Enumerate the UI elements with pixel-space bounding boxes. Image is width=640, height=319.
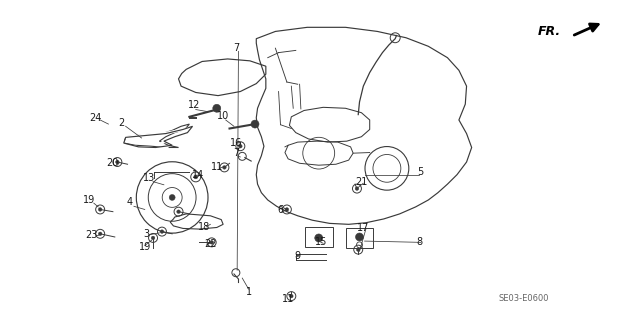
Text: 19: 19 (139, 242, 151, 252)
Bar (346, 228, 374, 248)
Text: SE03-E0600: SE03-E0600 (499, 294, 549, 303)
Text: 13: 13 (143, 173, 156, 183)
Text: 14: 14 (191, 170, 204, 180)
Text: FR.: FR. (538, 25, 561, 38)
Circle shape (210, 241, 214, 244)
Circle shape (151, 236, 155, 240)
Circle shape (194, 175, 198, 179)
Text: 7: 7 (233, 148, 239, 158)
Circle shape (315, 234, 323, 242)
Text: 16: 16 (230, 138, 242, 148)
Text: 20: 20 (107, 158, 119, 168)
Text: 9: 9 (294, 251, 301, 261)
Circle shape (212, 104, 221, 112)
Bar (305, 227, 333, 247)
Circle shape (356, 233, 364, 241)
Circle shape (251, 120, 259, 128)
Circle shape (116, 160, 119, 164)
Circle shape (355, 187, 359, 190)
Circle shape (289, 294, 293, 298)
Circle shape (99, 232, 102, 236)
Text: 4: 4 (127, 197, 133, 207)
Text: 2: 2 (118, 118, 124, 128)
Text: 10: 10 (217, 111, 229, 121)
Circle shape (99, 208, 102, 211)
Text: 21: 21 (355, 177, 367, 187)
Circle shape (169, 195, 175, 200)
Text: 22: 22 (204, 239, 217, 249)
Circle shape (356, 248, 360, 251)
Circle shape (285, 208, 289, 211)
Text: 11: 11 (211, 162, 223, 172)
Text: 7: 7 (233, 43, 239, 53)
Text: 11: 11 (282, 293, 294, 304)
Text: 15: 15 (315, 237, 328, 247)
Circle shape (223, 166, 226, 169)
Text: 5: 5 (417, 167, 424, 177)
Circle shape (160, 230, 164, 234)
Text: 23: 23 (86, 230, 98, 240)
Text: 18: 18 (198, 221, 210, 232)
Text: 17: 17 (357, 223, 369, 234)
Text: 19: 19 (83, 195, 95, 205)
Text: 8: 8 (417, 237, 422, 247)
Circle shape (239, 145, 242, 148)
Text: 3: 3 (143, 229, 150, 239)
Text: 1: 1 (246, 287, 252, 297)
Circle shape (177, 210, 180, 213)
Text: 24: 24 (90, 113, 102, 123)
Text: 6: 6 (277, 205, 284, 215)
Text: 12: 12 (188, 100, 200, 110)
